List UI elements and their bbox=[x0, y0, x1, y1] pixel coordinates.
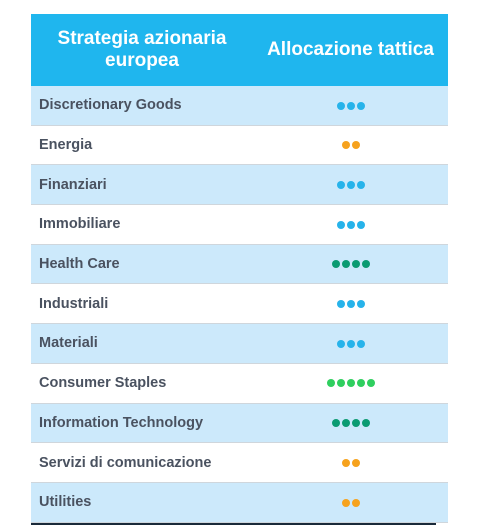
allocation-dot-icon bbox=[336, 300, 345, 309]
allocation-dot-icon bbox=[341, 419, 350, 428]
allocation-table-container: Strategia azionaria europea Allocazione … bbox=[31, 14, 448, 525]
sector-label: Discretionary Goods bbox=[31, 86, 253, 126]
allocation-dot-icon bbox=[366, 379, 375, 388]
allocation-indicator bbox=[253, 244, 448, 285]
allocation-dot-icon bbox=[341, 498, 350, 507]
table-row: Immobiliare bbox=[31, 204, 448, 245]
table-row: Energia bbox=[31, 125, 448, 166]
allocation-dot-icon bbox=[356, 339, 365, 348]
allocation-dot-icon bbox=[331, 260, 340, 269]
allocation-dot-icon bbox=[336, 220, 345, 229]
allocation-dot-icon bbox=[346, 300, 355, 309]
allocation-dot-icon bbox=[356, 300, 365, 309]
allocation-indicator bbox=[253, 482, 448, 523]
sector-label: Consumer Staples bbox=[31, 363, 253, 404]
allocation-dot-icon bbox=[361, 260, 370, 269]
allocation-dot-icon bbox=[351, 260, 360, 269]
allocation-dot-icon bbox=[356, 220, 365, 229]
sector-label: Information Technology bbox=[31, 403, 253, 444]
allocation-dot-icon bbox=[361, 419, 370, 428]
sector-label: Finanziari bbox=[31, 164, 253, 206]
table-row: Utilities bbox=[31, 482, 448, 523]
allocation-indicator bbox=[253, 403, 448, 444]
sector-label: Materiali bbox=[31, 323, 253, 364]
table-body: Discretionary Goods Energia Finanziari Immo… bbox=[31, 86, 448, 523]
header-row: Strategia azionaria europea Allocazione … bbox=[31, 14, 448, 86]
allocation-dot-icon bbox=[356, 379, 365, 388]
allocation-dot-icon bbox=[336, 379, 345, 388]
allocation-indicator bbox=[253, 86, 448, 126]
allocation-dot-icon bbox=[341, 458, 350, 467]
allocation-dot-icon bbox=[346, 101, 355, 110]
table-bottom-border bbox=[31, 522, 436, 525]
allocation-dot-icon bbox=[336, 181, 345, 190]
allocation-dot-icon bbox=[346, 220, 355, 229]
allocation-dot-icon bbox=[356, 181, 365, 190]
allocation-dot-icon bbox=[351, 141, 360, 150]
allocation-dot-icon bbox=[351, 419, 360, 428]
table-row: Consumer Staples bbox=[31, 363, 448, 404]
sector-label: Industriali bbox=[31, 283, 253, 325]
allocation-indicator bbox=[253, 164, 448, 206]
table-row: Industriali bbox=[31, 283, 448, 325]
allocation-indicator bbox=[253, 442, 448, 483]
allocation-dot-icon bbox=[351, 458, 360, 467]
allocation-dot-icon bbox=[346, 339, 355, 348]
allocation-table: Strategia azionaria europea Allocazione … bbox=[31, 14, 448, 523]
sector-label: Energia bbox=[31, 125, 253, 166]
table-row: Materiali bbox=[31, 323, 448, 364]
table-row: Information Technology bbox=[31, 403, 448, 444]
sector-label: Health Care bbox=[31, 244, 253, 285]
table-row: Health Care bbox=[31, 244, 448, 285]
allocation-dot-icon bbox=[341, 141, 350, 150]
allocation-indicator bbox=[253, 323, 448, 364]
allocation-dot-icon bbox=[351, 498, 360, 507]
table-row: Finanziari bbox=[31, 164, 448, 206]
sector-label: Immobiliare bbox=[31, 204, 253, 245]
header-strategy: Strategia azionaria europea bbox=[31, 14, 253, 86]
allocation-dot-icon bbox=[336, 339, 345, 348]
allocation-dot-icon bbox=[346, 181, 355, 190]
allocation-dot-icon bbox=[346, 379, 355, 388]
sector-label: Servizi di comunicazione bbox=[31, 442, 253, 483]
allocation-indicator bbox=[253, 363, 448, 404]
table-header: Strategia azionaria europea Allocazione … bbox=[31, 14, 448, 86]
allocation-dot-icon bbox=[356, 101, 365, 110]
table-row: Discretionary Goods bbox=[31, 86, 448, 126]
allocation-dot-icon bbox=[336, 101, 345, 110]
allocation-dot-icon bbox=[341, 260, 350, 269]
allocation-indicator bbox=[253, 283, 448, 325]
sector-label: Utilities bbox=[31, 482, 253, 523]
allocation-indicator bbox=[253, 125, 448, 166]
allocation-dot-icon bbox=[326, 379, 335, 388]
table-row: Servizi di comunicazione bbox=[31, 442, 448, 483]
header-allocation: Allocazione tattica bbox=[253, 14, 448, 86]
allocation-indicator bbox=[253, 204, 448, 245]
allocation-dot-icon bbox=[331, 419, 340, 428]
